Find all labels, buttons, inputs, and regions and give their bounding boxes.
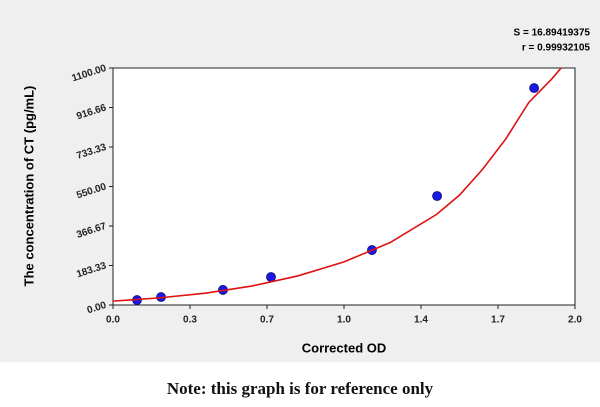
fit-curve bbox=[112, 67, 562, 302]
plot-area bbox=[112, 67, 576, 306]
x-tick-label: 0.0 bbox=[106, 315, 120, 326]
data-point bbox=[266, 272, 276, 282]
data-point bbox=[529, 83, 540, 93]
x-tick-label: 0.3 bbox=[183, 315, 197, 326]
x-tick-label: 1.7 bbox=[491, 315, 505, 326]
x-tick-label: 1.4 bbox=[414, 315, 428, 326]
x-tick-label: 0.7 bbox=[260, 315, 274, 326]
x-tick-label: 1.0 bbox=[337, 315, 351, 326]
x-tick-label: 2.0 bbox=[568, 315, 582, 326]
x-axis-label: Corrected OD bbox=[302, 340, 387, 355]
note: Note: this graph is for reference only bbox=[167, 379, 434, 398]
annotation: r = 0.99932105 bbox=[522, 43, 591, 54]
annotation: S = 16.89419375 bbox=[514, 28, 591, 39]
y-axis-label: The concentration of CT (pg/mL) bbox=[21, 86, 36, 287]
data-point bbox=[432, 191, 442, 201]
